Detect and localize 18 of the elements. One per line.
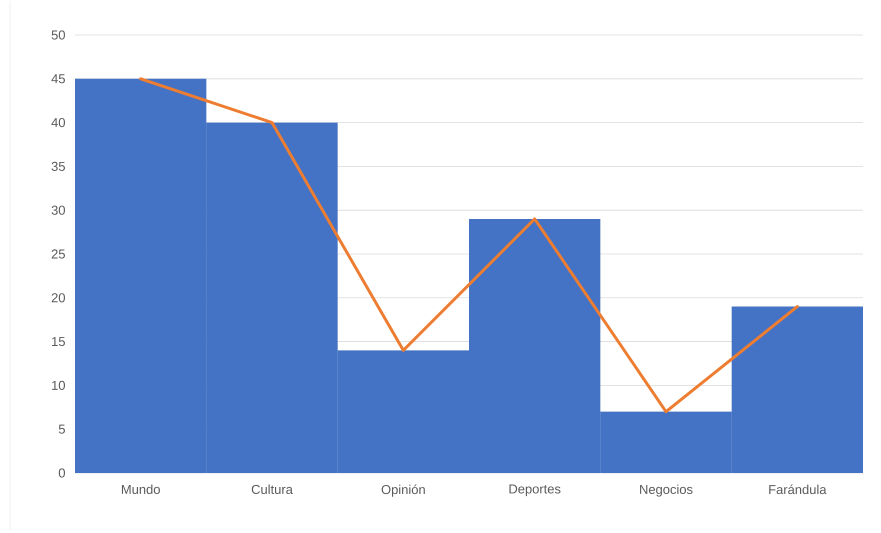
y-tick-label: 45	[51, 74, 65, 84]
y-tick-label: 40	[51, 118, 65, 128]
y-tick-label: 50	[52, 30, 65, 40]
y-tick-label: 35	[52, 162, 65, 171]
line-series	[139, 77, 799, 414]
x-tick-label: Opinión	[382, 484, 425, 497]
y-tick-label: 10	[52, 380, 65, 390]
y-tick-label: 30	[52, 206, 65, 215]
x-tick-label: Mundo	[122, 484, 160, 494]
x-tick-label: Negocios	[640, 484, 693, 497]
x-tick-label: Cultura	[252, 484, 293, 494]
y-tick-label: 15	[52, 337, 65, 346]
x-tick-label: Farándula	[769, 484, 826, 494]
y-tick-label: 5	[58, 424, 65, 434]
y-tick-label: 0	[58, 468, 65, 478]
y-tick-label: 25	[52, 249, 65, 259]
y-tick-label: 20	[52, 293, 65, 302]
x-tick-label: Deportes	[509, 484, 560, 496]
